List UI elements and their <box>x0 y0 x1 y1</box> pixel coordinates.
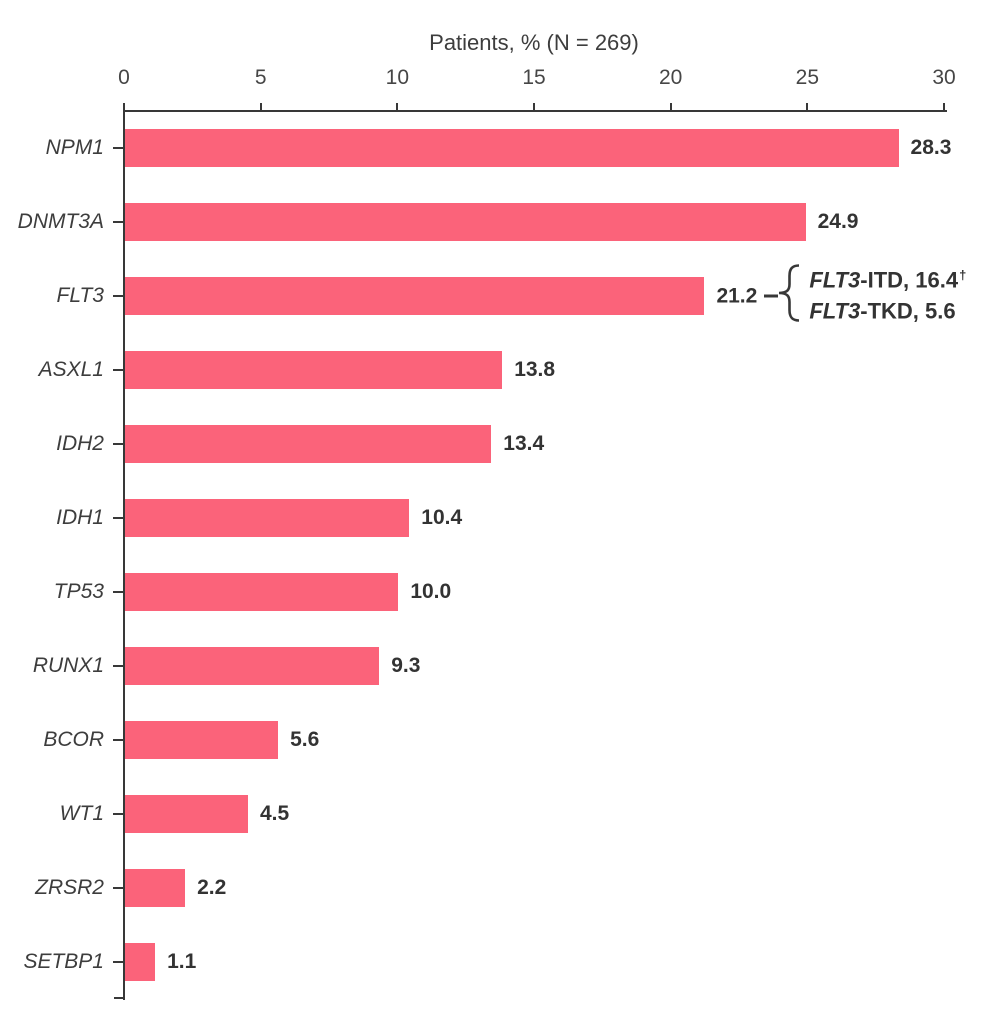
annotation-connector-dash <box>764 294 779 298</box>
flt3-annotation: FLT3-ITD, 16.4† FLT3-TKD, 5.6 <box>809 267 966 326</box>
category-tick <box>113 961 123 963</box>
value-group-tp53: 10.0 <box>410 580 451 604</box>
value-group-zrsr2: 2.2 <box>197 876 226 900</box>
y-axis-end-tick <box>114 997 123 999</box>
value-label: 9.3 <box>391 654 421 677</box>
x-tick-label: 30 <box>932 66 956 89</box>
category-tick <box>113 369 123 371</box>
category-label-idh1: IDH1 <box>56 506 104 529</box>
value-group-setbp1: 1.1 <box>167 950 196 974</box>
x-axis-line <box>123 110 947 112</box>
bar-flt3 <box>125 277 705 315</box>
category-label-asxl1: ASXL1 <box>38 358 104 381</box>
dagger-superscript: † <box>959 267 967 283</box>
x-axis-title: Patients, % (N = 269) <box>429 30 639 55</box>
category-label-wt1: WT1 <box>59 802 104 825</box>
x-tick-label: 5 <box>254 66 267 89</box>
value-label: 1.1 <box>167 950 197 973</box>
x-tick-label: 15 <box>522 66 546 89</box>
category-tick <box>113 517 123 519</box>
category-tick <box>113 739 123 741</box>
value-label: 5.6 <box>290 728 320 751</box>
category-label-zrsr2: ZRSR2 <box>35 876 104 899</box>
x-tick-mark <box>396 103 399 110</box>
annotation-brace <box>776 263 801 330</box>
value-label: 13.4 <box>503 432 545 455</box>
category-label-flt3: FLT3 <box>56 284 104 307</box>
x-tick-mark <box>669 103 672 110</box>
value-group-asxl1: 13.8 <box>514 358 555 382</box>
category-label-runx1: RUNX1 <box>32 654 104 677</box>
x-tick-mark <box>806 103 809 110</box>
category-label-npm1: NPM1 <box>45 136 104 159</box>
y-axis-line <box>123 110 125 1000</box>
category-tick <box>113 665 123 667</box>
bar-runx1 <box>125 647 380 685</box>
category-label-dnmt3a: DNMT3A <box>17 210 104 233</box>
value-group-wt1: 4.5 <box>260 802 289 826</box>
category-label-tp53: TP53 <box>53 580 104 603</box>
value-group-runx1: 9.3 <box>391 654 420 678</box>
value-label: 24.9 <box>817 210 859 233</box>
bar-dnmt3a <box>125 203 806 241</box>
value-group-dnmt3a: 24.9 <box>818 210 859 234</box>
category-tick <box>113 221 123 223</box>
value-label: 4.5 <box>260 802 290 825</box>
bar-bcor <box>125 721 279 759</box>
category-tick <box>113 591 123 593</box>
category-label-idh2: IDH2 <box>56 432 104 455</box>
bar-wt1 <box>125 795 248 833</box>
category-tick <box>113 813 123 815</box>
value-label: 21.2 <box>716 284 758 307</box>
x-tick-mark <box>123 103 125 110</box>
value-group-idh1: 10.4 <box>421 506 462 530</box>
x-tick-label: 0 <box>118 66 130 89</box>
value-group-flt3: 21.2 FLT3-ITD, 16.4† FLT3-TKD, 5.6 <box>716 263 966 330</box>
category-tick <box>113 295 123 297</box>
x-tick-mark <box>533 103 535 110</box>
annotation-line: FLT3-ITD, 16.4† <box>809 267 967 293</box>
x-tick-label: 20 <box>658 66 683 89</box>
x-tick-label: 25 <box>795 66 820 89</box>
bar-tp53 <box>125 573 399 611</box>
category-tick <box>113 887 123 889</box>
bar-idh1 <box>125 499 410 537</box>
value-group-idh2: 13.4 <box>503 432 544 456</box>
bar-npm1 <box>125 129 899 167</box>
x-tick-mark <box>259 103 262 110</box>
value-group-bcor: 5.6 <box>290 728 319 752</box>
bar-idh2 <box>125 425 492 463</box>
value-group-npm1: 28.3 <box>911 136 952 160</box>
category-tick <box>113 443 123 445</box>
x-tick-label: 10 <box>385 66 410 89</box>
value-label: 10.0 <box>410 580 452 603</box>
annotation-line: FLT3-TKD, 5.6 <box>809 298 956 324</box>
value-label: 13.8 <box>514 358 556 381</box>
category-tick <box>113 147 123 149</box>
value-label: 28.3 <box>910 136 952 159</box>
bar-setbp1 <box>125 943 156 981</box>
category-label-bcor: BCOR <box>43 728 104 751</box>
bar-asxl1 <box>125 351 503 389</box>
value-label: 2.2 <box>197 876 227 899</box>
x-tick-mark <box>943 103 945 110</box>
bar-zrsr2 <box>125 869 186 907</box>
value-label: 10.4 <box>421 506 463 529</box>
category-label-setbp1: SETBP1 <box>23 950 104 973</box>
